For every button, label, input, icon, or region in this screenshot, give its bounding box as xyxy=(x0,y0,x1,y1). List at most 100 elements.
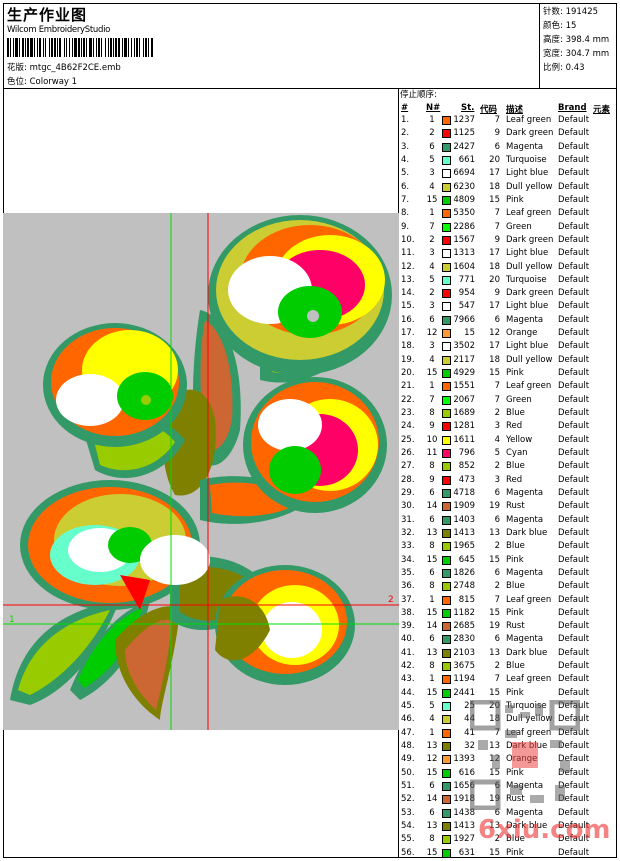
needle-number: 15 xyxy=(426,847,438,858)
color-swatch xyxy=(442,702,451,712)
stitch-count: 1393 xyxy=(453,754,475,765)
stitch-count: 1689 xyxy=(453,408,475,419)
row-index: 50. xyxy=(401,767,415,778)
color-swatch xyxy=(442,582,451,592)
color-description: Blue xyxy=(506,581,525,592)
table-row: 11. 3 1313 17 Light blue Default xyxy=(400,247,616,260)
thread-brand: Default xyxy=(558,527,590,538)
thread-brand: Default xyxy=(558,168,590,179)
color-description: Blue xyxy=(506,834,525,845)
row-index: 40. xyxy=(401,634,415,645)
thread-brand: Default xyxy=(558,781,590,791)
row-index: 13. xyxy=(401,274,415,285)
color-swatch xyxy=(442,715,451,725)
table-row: 4. 5 661 20 Turquoise Default xyxy=(400,154,616,167)
guide-1-label: 1 xyxy=(9,615,15,625)
color-swatch xyxy=(442,249,451,259)
row-index: 48. xyxy=(401,741,415,752)
thread-brand: Default xyxy=(558,208,590,219)
needle-number: 9 xyxy=(429,421,435,432)
stitch-count: 2117 xyxy=(453,354,475,365)
table-row: 7. 15 4809 15 Pink Default xyxy=(400,194,616,207)
table-row: 29. 6 4718 6 Magenta Default xyxy=(400,487,616,500)
barcode xyxy=(7,38,153,57)
needle-number: 8 xyxy=(429,834,435,845)
thread-brand: Default xyxy=(558,381,590,392)
stitch-count: 6694 xyxy=(453,168,475,179)
design-label: 花版: xyxy=(7,63,27,73)
color-code: 4 xyxy=(494,434,500,445)
color-swatch xyxy=(442,462,451,472)
color-code: 2 xyxy=(494,834,500,845)
color-code: 6 xyxy=(494,634,500,645)
color-code: 15 xyxy=(489,767,500,778)
thread-brand: Default xyxy=(558,714,590,725)
table-row: 17. 12 15 12 Orange Default xyxy=(400,327,616,340)
row-index: 7. xyxy=(401,194,410,205)
color-swatch xyxy=(442,435,451,445)
row-index: 39. xyxy=(401,621,415,632)
color-swatch xyxy=(442,622,451,632)
needle-number: 4 xyxy=(429,181,435,192)
row-index: 15. xyxy=(401,301,415,312)
row-index: 6. xyxy=(401,181,410,192)
row-index: 19. xyxy=(401,354,415,365)
thread-brand: Default xyxy=(558,741,590,752)
color-description: Magenta xyxy=(506,807,544,818)
needle-number: 10 xyxy=(426,434,438,445)
color-swatch xyxy=(442,195,451,205)
thread-brand: Default xyxy=(558,607,590,618)
color-description: Turquoise xyxy=(506,274,547,285)
color-code: 19 xyxy=(489,501,500,512)
software-name: Wilcom EmbroideryStudio xyxy=(7,25,111,35)
row-index: 46. xyxy=(401,714,415,725)
color-code: 6 xyxy=(494,807,500,818)
color-code: 7 xyxy=(494,221,500,232)
color-swatch xyxy=(442,648,451,658)
stitch-count: 2286 xyxy=(453,221,475,232)
table-row: 33. 8 1965 2 Blue Default xyxy=(400,540,616,553)
table-row: 43. 1 1194 7 Leaf green Default xyxy=(400,673,616,686)
design-stats: 针数: 191425 颜色: 15 高度: 398.4 mm 宽度: 304.7… xyxy=(543,5,609,75)
row-index: 1. xyxy=(401,115,410,125)
color-code: 2 xyxy=(494,408,500,419)
color-code: 15 xyxy=(489,607,500,618)
color-description: Dull yellow xyxy=(506,354,553,365)
row-index: 4. xyxy=(401,154,410,165)
stitch-count: 1611 xyxy=(453,434,475,445)
color-description: Leaf green xyxy=(506,727,552,738)
color-description: Magenta xyxy=(506,487,544,498)
needle-number: 7 xyxy=(429,394,435,405)
color-code: 7 xyxy=(494,115,500,125)
stitch-count: 1826 xyxy=(453,567,475,578)
color-code: 18 xyxy=(489,261,500,272)
color-swatch xyxy=(442,395,451,405)
color-swatch xyxy=(442,528,451,538)
color-description: Yellow xyxy=(506,434,533,445)
color-description: Light blue xyxy=(506,341,549,352)
needle-number: 15 xyxy=(426,687,438,698)
stitch-count: 852 xyxy=(458,461,475,472)
table-row: 35. 6 1826 6 Magenta Default xyxy=(400,567,616,580)
stitch-count: 1403 xyxy=(453,514,475,525)
color-description: Light blue xyxy=(506,301,549,312)
design-file: 花版: mtgc_4B62F2CE.emb xyxy=(7,61,121,73)
stat-label: 颜色: xyxy=(543,21,563,31)
row-index: 17. xyxy=(401,328,415,339)
color-swatch xyxy=(442,449,451,458)
color-swatch xyxy=(442,808,451,818)
stitch-count: 1551 xyxy=(453,381,475,392)
thread-brand: Default xyxy=(558,128,590,139)
stitch-count: 6230 xyxy=(453,181,475,192)
color-swatch xyxy=(442,821,451,831)
table-row: 42. 8 3675 2 Blue Default xyxy=(400,660,616,673)
needle-number: 13 xyxy=(426,741,438,752)
color-code: 20 xyxy=(489,154,500,165)
needle-number: 13 xyxy=(426,820,438,831)
color-description: Light blue xyxy=(506,248,549,259)
stitch-count: 771 xyxy=(458,274,475,285)
color-swatch xyxy=(442,835,451,845)
guide-2-label: 2 xyxy=(388,595,394,605)
flower-right-middle xyxy=(243,377,387,513)
color-code: 13 xyxy=(489,527,500,538)
